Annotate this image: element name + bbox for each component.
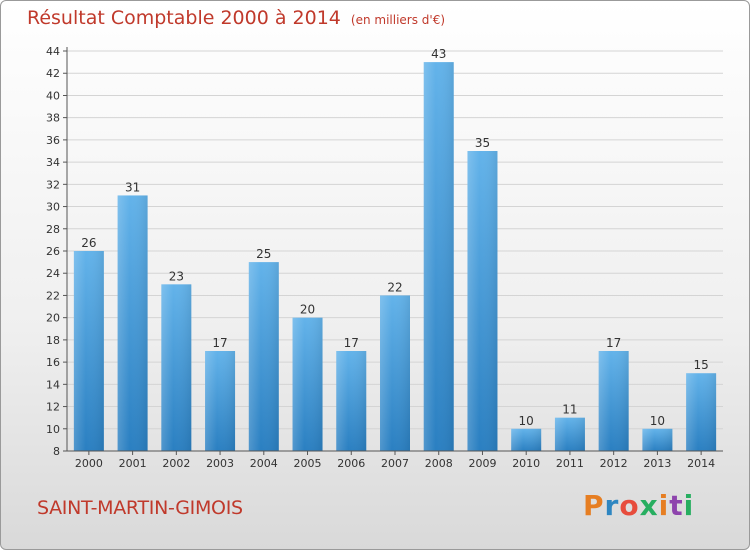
- x-tick-label-2002: 2002: [162, 457, 190, 470]
- data-label-2011: 11: [562, 403, 577, 417]
- y-tick-label: 28: [46, 223, 60, 236]
- data-label-2009: 35: [475, 136, 490, 150]
- logo-letter: P: [583, 489, 605, 522]
- y-tick-label: 34: [46, 156, 60, 169]
- bar-shade-2013: [642, 428, 673, 451]
- y-tick-label: 30: [46, 201, 60, 214]
- y-tick-label: 10: [46, 423, 60, 436]
- y-tick-label: 20: [46, 312, 60, 325]
- x-tick-label-2007: 2007: [381, 457, 409, 470]
- data-label-2007: 22: [387, 280, 402, 294]
- bar-shade-2010: [511, 428, 542, 451]
- commune-name: SAINT-MARTIN-GIMOIS: [37, 497, 243, 519]
- data-label-2013: 10: [650, 414, 665, 428]
- bar-shade-2003: [205, 351, 236, 451]
- y-tick-label: 40: [46, 89, 60, 102]
- bar-shade-2014: [686, 373, 717, 451]
- bar-shade-2011: [554, 417, 585, 451]
- logo-letter: x: [639, 489, 659, 522]
- data-label-2004: 25: [256, 247, 271, 261]
- y-tick-label: 12: [46, 401, 60, 414]
- y-tick-label: 8: [53, 445, 60, 458]
- x-tick-label-2005: 2005: [294, 457, 322, 470]
- x-tick-label-2003: 2003: [206, 457, 234, 470]
- data-label-2005: 20: [300, 303, 315, 317]
- y-tick-label: 16: [46, 356, 60, 369]
- x-tick-label-2004: 2004: [250, 457, 278, 470]
- y-tick-label: 26: [46, 245, 60, 258]
- bar-shade-2002: [161, 284, 192, 451]
- logo-letter: i: [683, 489, 695, 522]
- logo-letter: t: [669, 489, 684, 522]
- bar-shade-2006: [336, 351, 367, 451]
- y-tick-label: 18: [46, 334, 60, 347]
- y-tick-label: 44: [46, 45, 60, 58]
- bar-shade-2007: [380, 295, 410, 451]
- x-tick-label-2011: 2011: [556, 457, 584, 470]
- data-label-2010: 10: [519, 414, 534, 428]
- y-tick-label: 24: [46, 267, 60, 280]
- x-tick-label-2012: 2012: [600, 457, 628, 470]
- data-label-2012: 17: [606, 336, 621, 350]
- x-tick-label-2000: 2000: [75, 457, 103, 470]
- data-label-2014: 15: [693, 358, 708, 372]
- logo-letter: r: [604, 489, 620, 522]
- bar-shade-2000: [73, 251, 104, 451]
- proxiti-logo: Proxiti: [583, 489, 694, 522]
- bar-shade-2008: [423, 62, 454, 451]
- x-tick-label-2013: 2013: [643, 457, 671, 470]
- x-tick-label-2014: 2014: [687, 457, 715, 470]
- data-label-2002: 23: [169, 269, 184, 283]
- y-tick-label: 22: [46, 289, 60, 302]
- bar-shade-2004: [248, 262, 279, 451]
- data-label-2001: 31: [125, 180, 140, 194]
- bar-shade-2005: [292, 317, 323, 451]
- y-tick-label: 14: [46, 378, 60, 391]
- x-tick-label-2009: 2009: [468, 457, 496, 470]
- data-label-2003: 17: [212, 336, 227, 350]
- chart-title: Résultat Comptable 2000 à 2014: [27, 7, 341, 29]
- bar-shade-2012: [598, 351, 629, 451]
- logo-letter: i: [658, 489, 670, 522]
- chart-title-row: Résultat Comptable 2000 à 2014 (en millie…: [27, 7, 445, 29]
- y-tick-label: 36: [46, 134, 60, 147]
- x-tick-label-2006: 2006: [337, 457, 365, 470]
- bar-shade-2009: [467, 151, 498, 451]
- y-tick-label: 38: [46, 112, 60, 125]
- x-tick-label-2001: 2001: [119, 457, 147, 470]
- y-tick-label: 32: [46, 178, 60, 191]
- data-label-2006: 17: [344, 336, 359, 350]
- bar-shade-2001: [117, 195, 148, 451]
- data-label-2008: 43: [431, 47, 446, 61]
- y-tick-label: 42: [46, 67, 60, 80]
- chart-subtitle: (en milliers d'€): [350, 13, 446, 27]
- x-tick-label-2010: 2010: [512, 457, 540, 470]
- data-label-2000: 26: [81, 236, 96, 250]
- x-tick-label-2008: 2008: [425, 457, 453, 470]
- logo-letter: o: [619, 489, 640, 522]
